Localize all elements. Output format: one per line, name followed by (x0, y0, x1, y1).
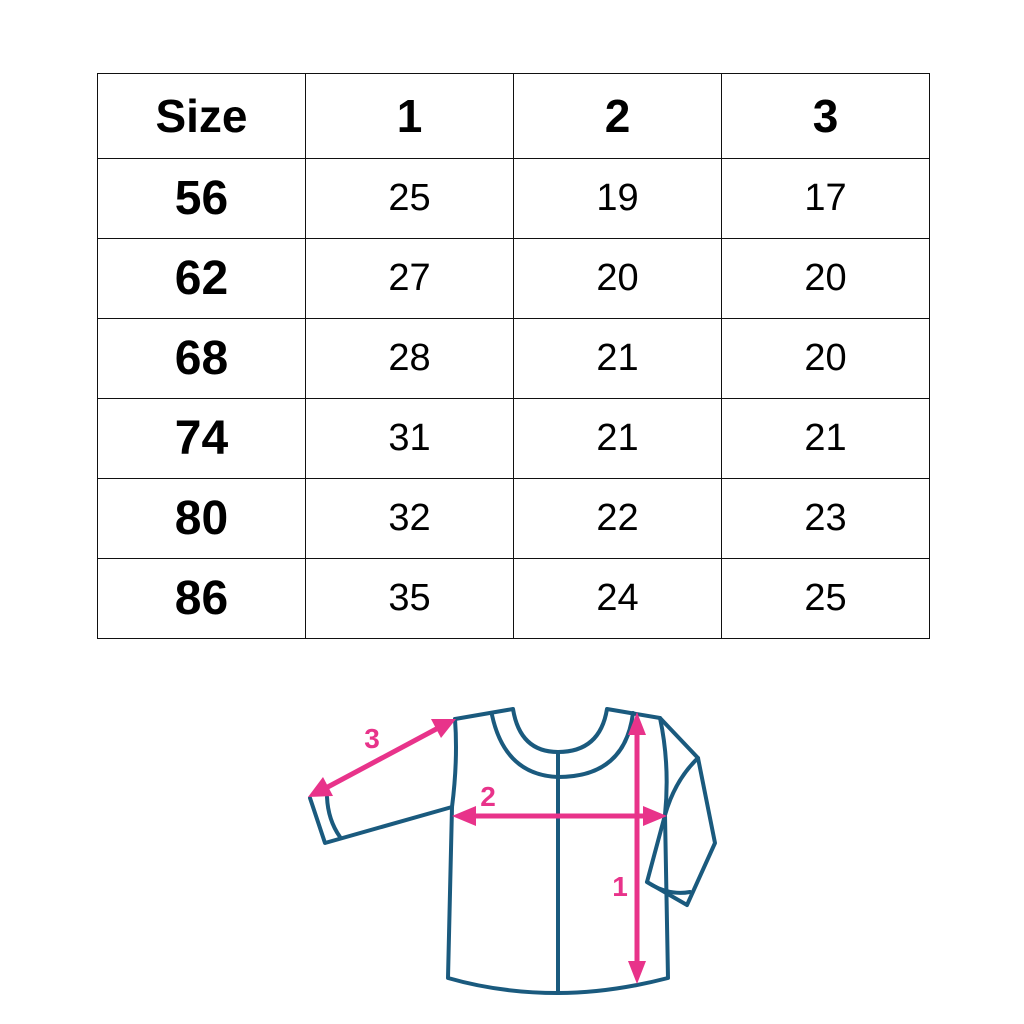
table-row: 56 25 19 17 (97, 158, 930, 239)
value-cell: 22 (513, 478, 722, 559)
value-cell: 21 (721, 398, 930, 479)
value-cell: 28 (305, 318, 514, 399)
value-cell: 32 (305, 478, 514, 559)
value-cell: 35 (305, 558, 514, 639)
arrowhead (452, 806, 476, 826)
header-size: Size (97, 73, 306, 159)
arrowhead (308, 777, 333, 797)
size-cell: 74 (97, 398, 306, 479)
arrow-sleeve (322, 724, 442, 792)
label-width: 2 (480, 781, 496, 812)
value-cell: 20 (721, 318, 930, 399)
header-measure-2: 2 (513, 73, 722, 159)
table-row: 62 27 20 20 (97, 238, 930, 319)
label-sleeve: 3 (364, 723, 380, 754)
measurement-arrows (308, 712, 667, 984)
table-row: 86 35 24 25 (97, 558, 930, 639)
value-cell: 25 (721, 558, 930, 639)
value-cell: 24 (513, 558, 722, 639)
value-cell: 31 (305, 398, 514, 479)
arrowhead (628, 961, 646, 984)
size-cell: 86 (97, 558, 306, 639)
arrowhead (643, 806, 667, 826)
value-cell: 20 (721, 238, 930, 319)
arrowhead (431, 719, 456, 738)
size-cell: 62 (97, 238, 306, 319)
value-cell: 25 (305, 158, 514, 239)
value-cell: 17 (721, 158, 930, 239)
label-length: 1 (612, 871, 628, 902)
garment-outline (308, 707, 717, 995)
arrowhead (628, 712, 646, 735)
value-cell: 27 (305, 238, 514, 319)
value-cell: 20 (513, 238, 722, 319)
header-measure-1: 1 (305, 73, 514, 159)
size-chart-table: Size 1 2 3 56 25 19 17 62 27 20 20 68 28 21 20 74… (97, 73, 930, 639)
value-cell: 23 (721, 478, 930, 559)
size-cell: 80 (97, 478, 306, 559)
table-row: 74 31 21 21 (97, 398, 930, 479)
table-row: 80 32 22 23 (97, 478, 930, 559)
table-row: 68 28 21 20 (97, 318, 930, 399)
size-cell: 68 (97, 318, 306, 399)
